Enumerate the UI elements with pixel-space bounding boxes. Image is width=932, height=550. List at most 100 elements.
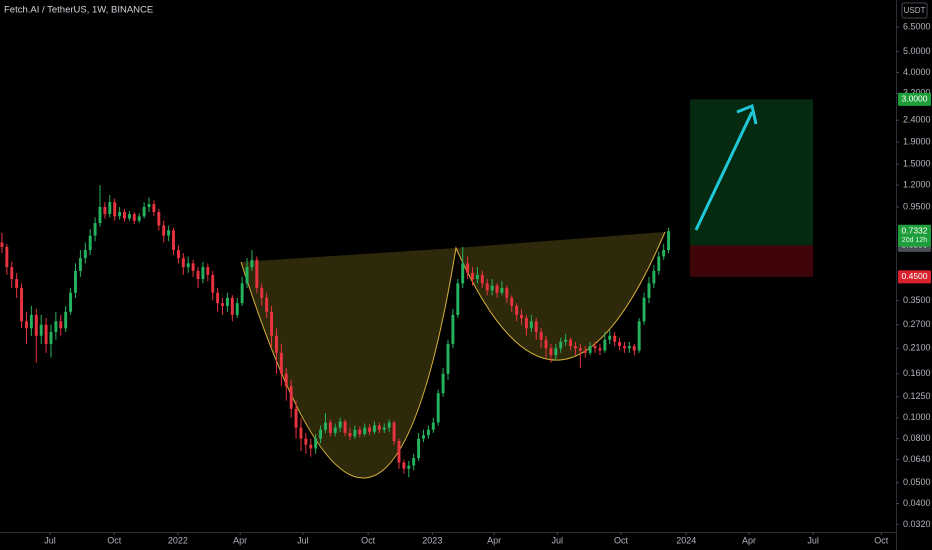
candle-body: [147, 204, 151, 207]
currency-label[interactable]: USDT: [904, 6, 926, 15]
candle-body: [564, 339, 568, 342]
candle-body: [274, 335, 278, 353]
candle-body: [520, 314, 523, 319]
target-label: 3.0000: [902, 94, 928, 104]
y-tick-label: 6.5000: [903, 21, 931, 31]
candle-body: [235, 303, 239, 315]
y-tick-label: 0.2700: [903, 319, 931, 329]
last-price-label: 0.7332: [902, 225, 928, 235]
candle-body: [578, 348, 582, 351]
candle-body: [176, 250, 180, 259]
candle-body: [0, 242, 4, 247]
last-price-countdown: 20d 12h: [902, 237, 927, 244]
candle-body: [181, 258, 185, 268]
stop-label: 0.4500: [902, 271, 928, 281]
candle-body: [196, 270, 200, 280]
candle-body: [118, 212, 122, 217]
candles: [0, 99, 813, 478]
candle-body: [191, 263, 195, 271]
y-tick-label: 0.0320: [903, 519, 931, 529]
candle-body: [598, 348, 602, 351]
candle-body: [74, 270, 77, 293]
candle-body: [5, 246, 9, 268]
candle-body: [279, 352, 283, 374]
cup-handle-zone: [241, 232, 665, 479]
candle-body: [456, 283, 460, 315]
candle-body: [29, 314, 33, 329]
candle-body: [426, 429, 430, 436]
y-tick-label: 0.3500: [903, 295, 931, 305]
candle-body: [647, 283, 651, 298]
candle-body: [314, 438, 318, 449]
candle-body: [490, 285, 494, 291]
y-tick-label: 0.2100: [903, 343, 931, 353]
candle-body: [441, 373, 445, 394]
y-tick-label: 0.1000: [903, 412, 931, 422]
y-tick-label: 0.0400: [903, 498, 931, 508]
candle-body: [265, 297, 269, 312]
candle-body: [338, 421, 342, 428]
x-tick-label: Jul: [807, 535, 819, 545]
x-tick-label: Oct: [614, 535, 629, 545]
candle-body: [368, 427, 372, 432]
target-zone: [690, 99, 813, 246]
candle-body: [529, 321, 533, 329]
candle-body: [78, 258, 82, 271]
candle-body: [333, 427, 337, 433]
candle-body: [250, 259, 254, 268]
candle-body: [328, 422, 332, 433]
candle-body: [422, 435, 425, 439]
candle-body: [206, 267, 210, 275]
y-tick-label: 0.1600: [903, 368, 931, 378]
candle-body: [255, 259, 259, 288]
x-tick-label: Oct: [107, 535, 122, 545]
candle-body: [451, 314, 455, 344]
candle-body: [132, 214, 136, 221]
candle-body: [402, 462, 406, 469]
candle-body: [613, 335, 617, 342]
candle-body: [142, 206, 146, 217]
candle-body: [49, 331, 53, 344]
candle-body: [417, 438, 421, 459]
candle-body: [387, 422, 391, 428]
x-tick-label: Jul: [44, 535, 56, 545]
candle-body: [103, 206, 107, 215]
x-tick-label: Jul: [552, 535, 564, 545]
candle-body: [377, 425, 381, 430]
x-tick-label: Jul: [297, 535, 309, 545]
candle-body: [225, 297, 229, 306]
candle-body: [446, 343, 450, 374]
candle-body: [515, 305, 519, 315]
y-tick-label: 0.9500: [903, 201, 931, 211]
candle-body: [20, 287, 24, 322]
currency-box[interactable]: [901, 2, 928, 19]
candle-body: [642, 297, 646, 322]
candle-body: [534, 321, 538, 332]
candle-body: [500, 287, 504, 293]
candle-body: [83, 250, 87, 259]
last-price-badge: [898, 224, 931, 247]
candle-body: [573, 346, 577, 349]
candle-body: [588, 346, 592, 353]
candle-body: [260, 287, 264, 298]
candle-body: [108, 202, 112, 215]
y-tick-label: 4.0000: [903, 67, 931, 77]
candle-body: [157, 212, 161, 226]
y-tick-label: 0.0500: [903, 477, 931, 487]
stop-zone: [690, 245, 813, 277]
y-tick-label: 0.0640: [903, 454, 931, 464]
candle-body: [44, 324, 48, 344]
candle-body: [475, 274, 479, 280]
candle-body: [230, 297, 234, 315]
candle-body: [162, 225, 166, 236]
candle-body: [88, 235, 92, 251]
candle-body: [662, 250, 666, 257]
candle-body: [358, 429, 362, 435]
candle-body: [289, 386, 293, 409]
y-tick-label: 1.9000: [903, 136, 931, 146]
candle-body: [363, 427, 367, 435]
candle-body: [137, 216, 141, 221]
candle-body: [59, 321, 63, 329]
candle-body: [24, 321, 28, 329]
candle-body: [69, 292, 73, 312]
